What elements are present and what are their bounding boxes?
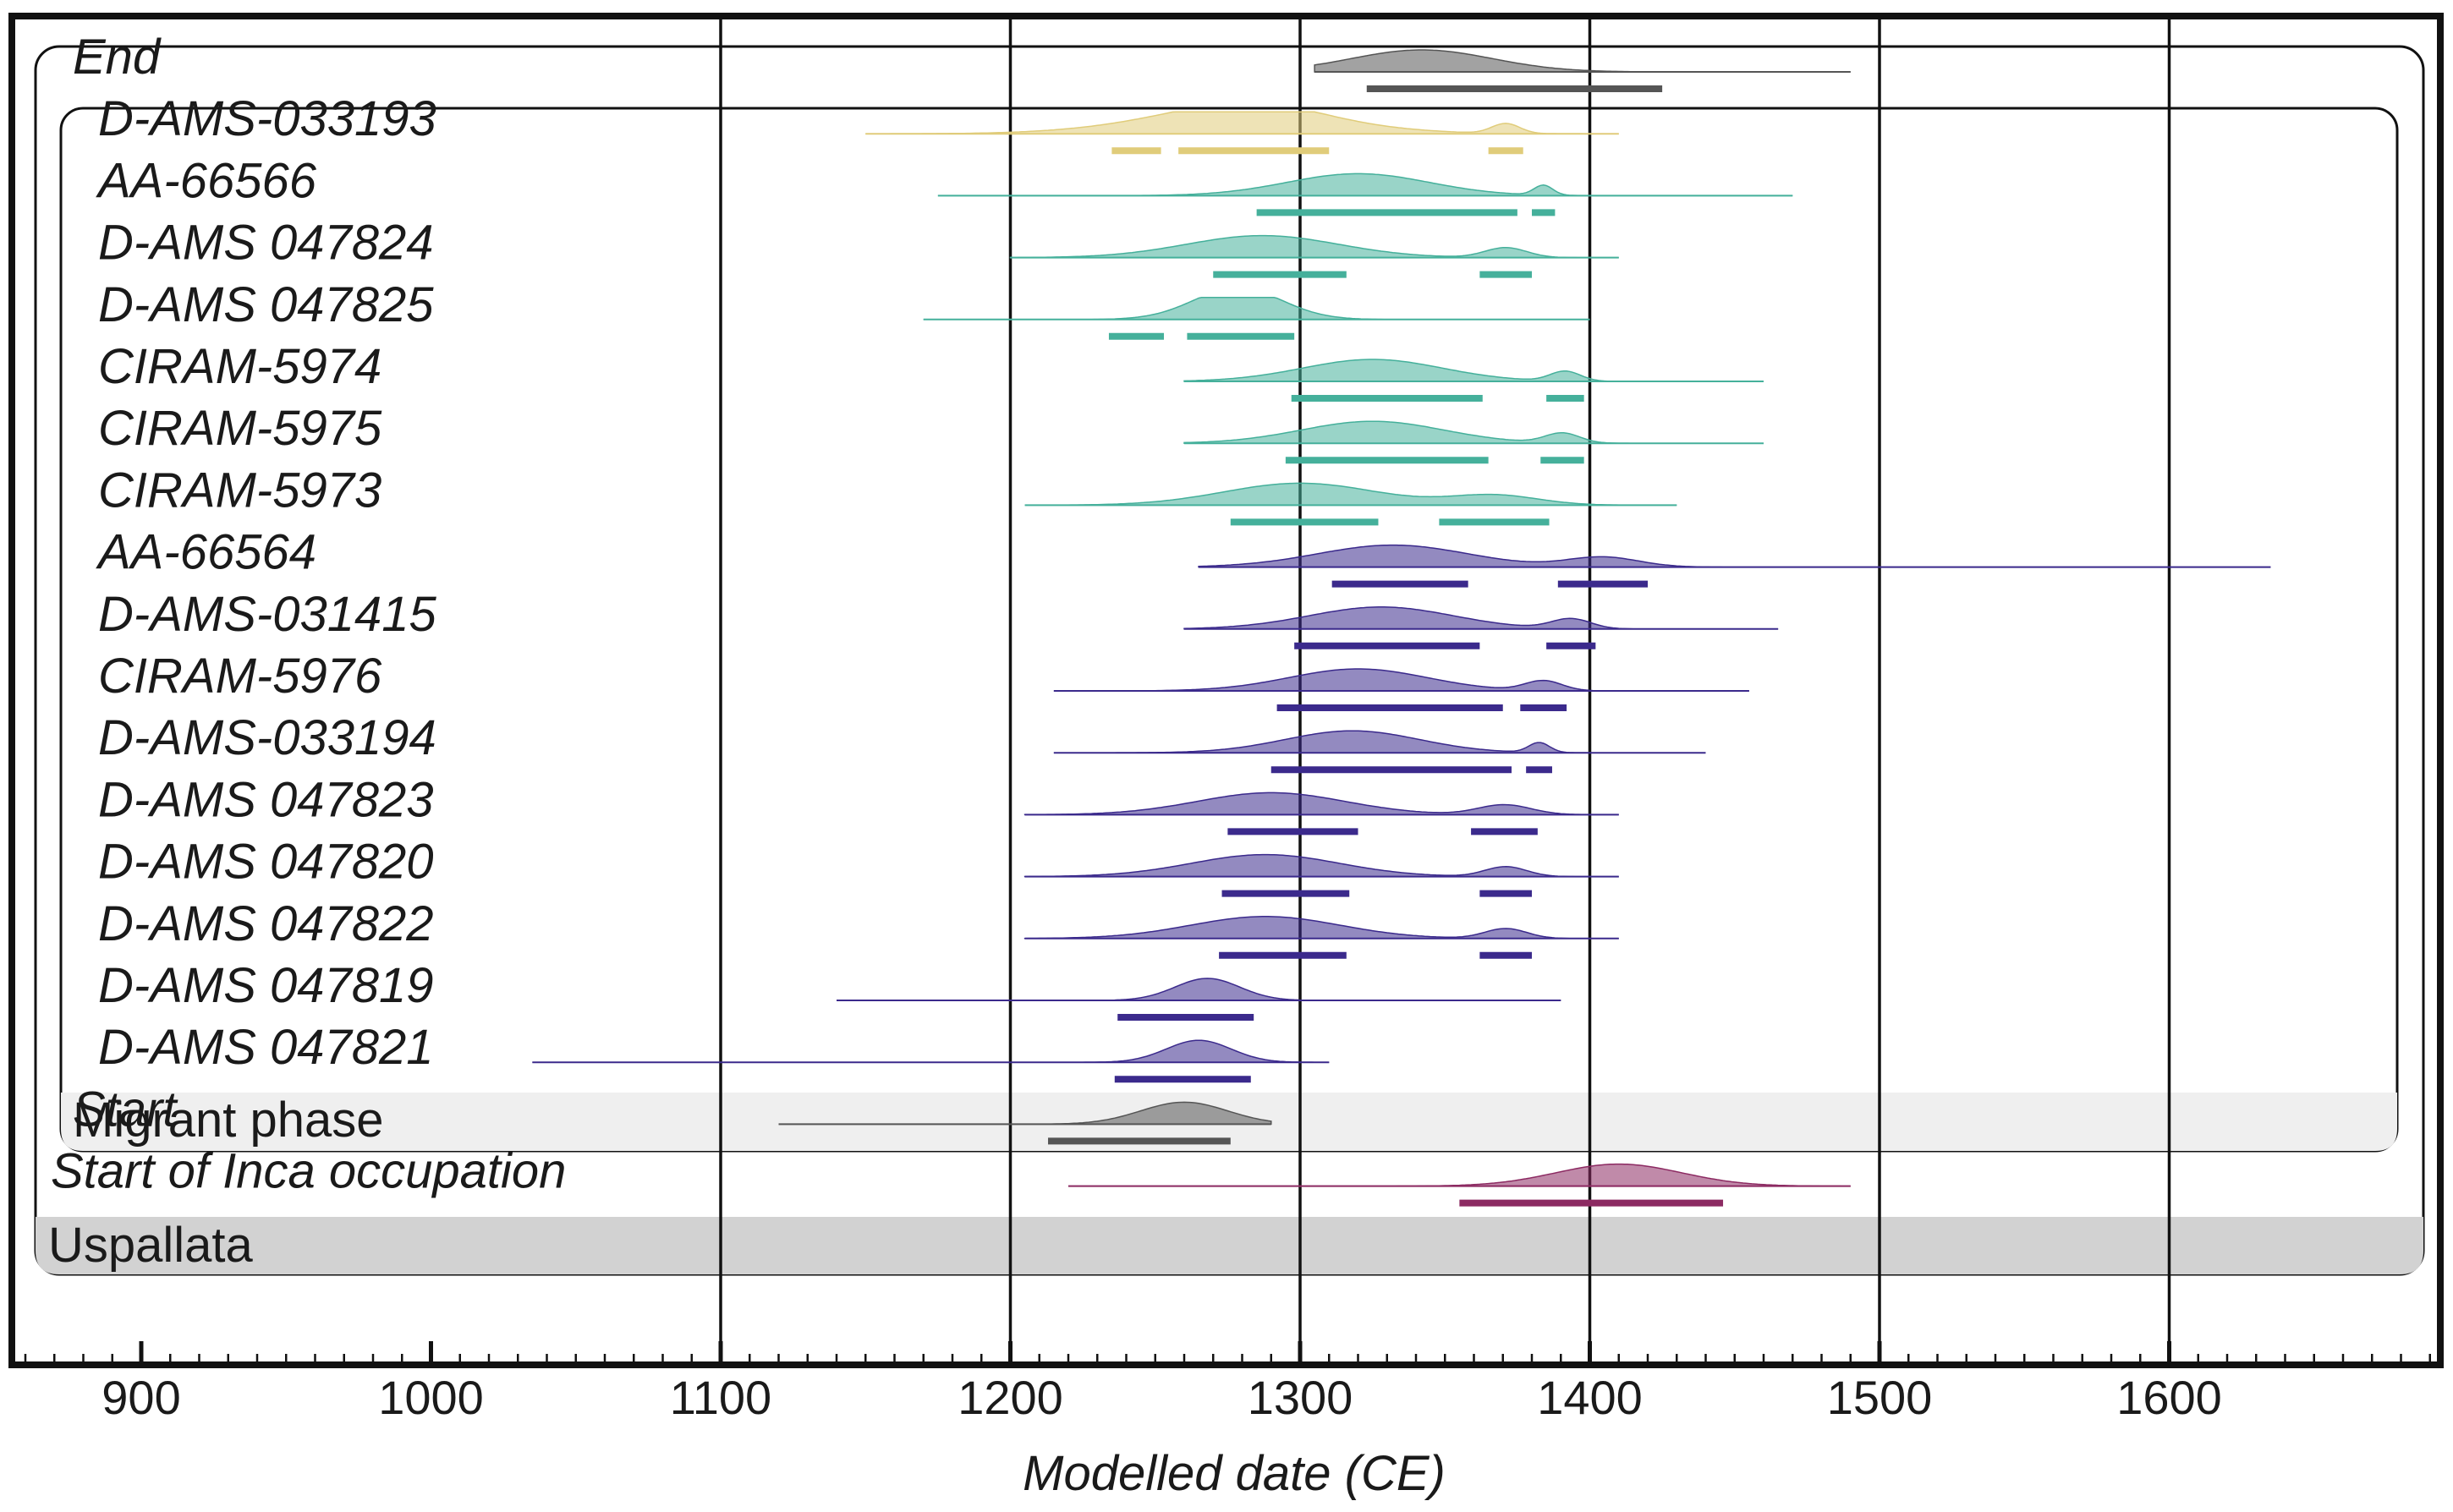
- tick-label-1000: 1000: [378, 1371, 484, 1424]
- phase-label-uspallata: Uspallata: [48, 1218, 254, 1273]
- density-ciram-5973: [1024, 482, 1677, 507]
- density-d-ams-047820: [1023, 853, 1619, 878]
- density-d-ams-047823: [1023, 792, 1619, 816]
- row-label-d-ams-047823: D-AMS 047823: [98, 772, 434, 827]
- phase-layer: Migrant phase Uspallata: [34, 45, 2425, 1276]
- tick-label-1600: 1600: [2116, 1371, 2222, 1424]
- tick-label-1100: 1100: [670, 1371, 771, 1424]
- row-label-d-ams-031415: D-AMS-031415: [98, 587, 436, 642]
- row-label-d-ams-047821: D-AMS 047821: [98, 1020, 434, 1075]
- row-label-end: End: [73, 30, 162, 85]
- row-label-d-ams-047824: D-AMS 047824: [98, 216, 434, 271]
- row-label-d-ams-033193: D-AMS-033193: [98, 91, 436, 146]
- density-d-ams-047824: [1009, 234, 1619, 259]
- row-label-d-ams-047825: D-AMS 047825: [98, 277, 434, 332]
- phase-bar-uspallata: [36, 1217, 2423, 1274]
- row-label-d-ams-047820: D-AMS 047820: [98, 835, 434, 890]
- row-label-ciram-5976: CIRAM-5976: [98, 649, 382, 704]
- tick-label-1300: 1300: [1248, 1371, 1353, 1424]
- tick-label-900: 900: [102, 1371, 180, 1424]
- label-layer: End D-AMS-033193 AA-66566 D-AMS 047824 D-AMS…: [51, 30, 566, 1199]
- density-d-ams-047822: [1023, 916, 1619, 940]
- density-d-ams-033193: [865, 111, 1619, 134]
- row-label-aa-66566: AA-66566: [96, 153, 317, 208]
- row-label-ciram-5975: CIRAM-5975: [98, 401, 382, 456]
- row-label-aa-66564: AA-66564: [96, 525, 316, 580]
- series-layer: [532, 49, 2271, 1207]
- row-label-ciram-5974: CIRAM-5974: [98, 339, 381, 394]
- row-label-d-ams-047822: D-AMS 047822: [98, 896, 434, 951]
- phase-label-migrant: Migrant phase: [73, 1093, 384, 1148]
- x-axis-title: Modelled date (CE): [1023, 1446, 1446, 1501]
- row-label-start: Start: [73, 1082, 178, 1137]
- row-label-start-of-inca-occupation: Start of Inca occupation: [51, 1144, 566, 1199]
- row-label-d-ams-033194: D-AMS-033194: [98, 710, 436, 765]
- tick-label-1500: 1500: [1827, 1371, 1933, 1424]
- tick-label-1200: 1200: [958, 1371, 1063, 1424]
- row-label-ciram-5973: CIRAM-5973: [98, 463, 381, 518]
- tick-label-1400: 1400: [1537, 1371, 1643, 1424]
- plot-frame: [8, 13, 2444, 1368]
- row-label-d-ams-047819: D-AMS 047819: [98, 958, 434, 1013]
